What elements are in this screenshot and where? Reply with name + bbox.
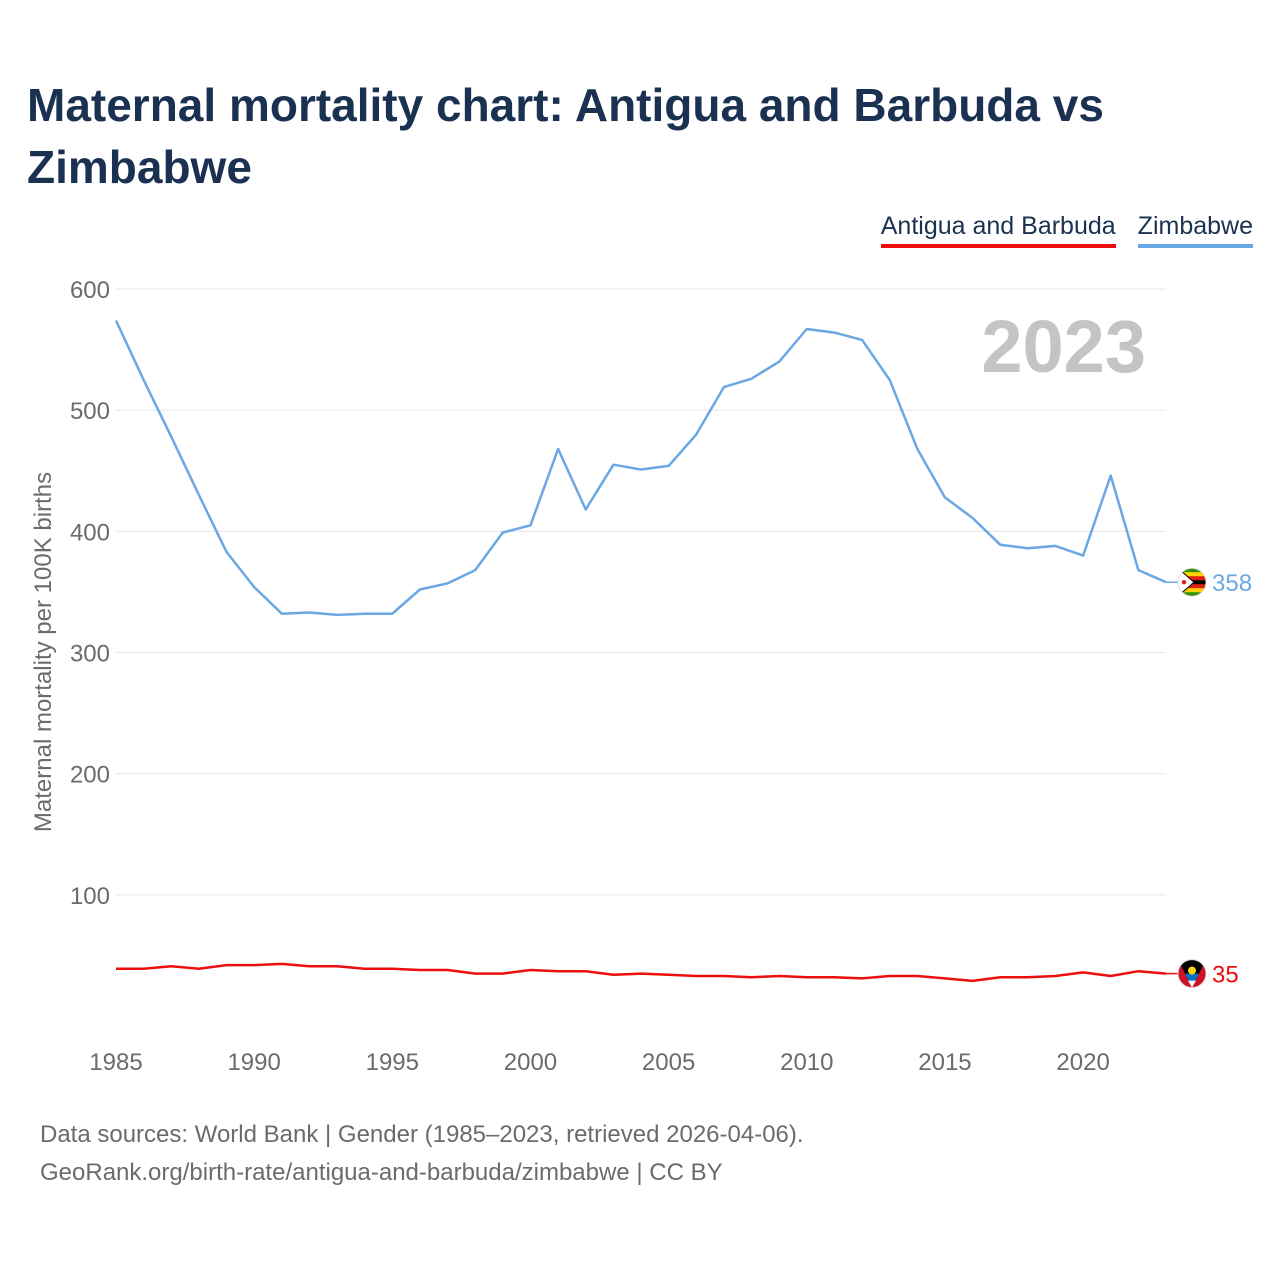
gridlines	[116, 288, 1166, 896]
source-line-1: Data sources: World Bank | Gender (1985–…	[40, 1121, 804, 1148]
series-end-label-antigua-and-barbuda: 35	[1212, 962, 1239, 989]
x-tick-label: 2015	[918, 1049, 971, 1076]
source-note: Data sources: World Bank | Gender (1985–…	[40, 1116, 804, 1192]
legend: Antigua and Barbuda Zimbabwe	[880, 212, 1253, 248]
series-line-antigua-and-barbuda[interactable]	[116, 962, 1167, 983]
x-tick-label: 2010	[780, 1049, 833, 1076]
y-tick-label: 300	[70, 641, 110, 668]
y-tick-label: 200	[70, 762, 110, 789]
page-title: Maternal mortality chart: Antigua and Ba…	[27, 79, 1104, 193]
series-line-zimbabwe[interactable]	[114, 319, 1167, 617]
y-tick-label: 600	[70, 277, 110, 304]
x-axis-ticks: 1985 1990 1995 2000 2005 2010 2015 2020	[89, 1049, 1109, 1076]
y-axis-label: Maternal mortality per 100K births	[30, 472, 57, 832]
series-lines	[114, 319, 1167, 983]
zimbabwe-flag-icon	[1177, 567, 1207, 597]
y-tick-label: 500	[70, 398, 110, 425]
year-watermark: 2023	[981, 305, 1146, 388]
x-tick-label: 2005	[642, 1049, 695, 1076]
legend-item-zimbabwe[interactable]: Zimbabwe	[1137, 212, 1253, 248]
y-tick-label: 400	[70, 519, 110, 546]
legend-item-antigua-and-barbuda[interactable]: Antigua and Barbuda	[880, 212, 1116, 248]
x-tick-label: 1995	[366, 1049, 419, 1076]
source-line-2[interactable]: GeoRank.org/birth-rate/antigua-and-barbu…	[40, 1159, 723, 1186]
x-tick-label: 2020	[1056, 1049, 1109, 1076]
antigua-and-barbuda-flag-icon	[1177, 959, 1207, 989]
x-tick-label: 2000	[504, 1049, 557, 1076]
y-tick-label: 100	[70, 883, 110, 910]
x-tick-label: 1985	[89, 1049, 142, 1076]
series-end-label-zimbabwe: 358	[1212, 570, 1252, 597]
series-end-markers: 35 358	[1166, 567, 1252, 989]
x-tick-label: 1990	[227, 1049, 280, 1076]
y-axis-ticks: 100 200 300 400 500 600	[70, 277, 110, 910]
